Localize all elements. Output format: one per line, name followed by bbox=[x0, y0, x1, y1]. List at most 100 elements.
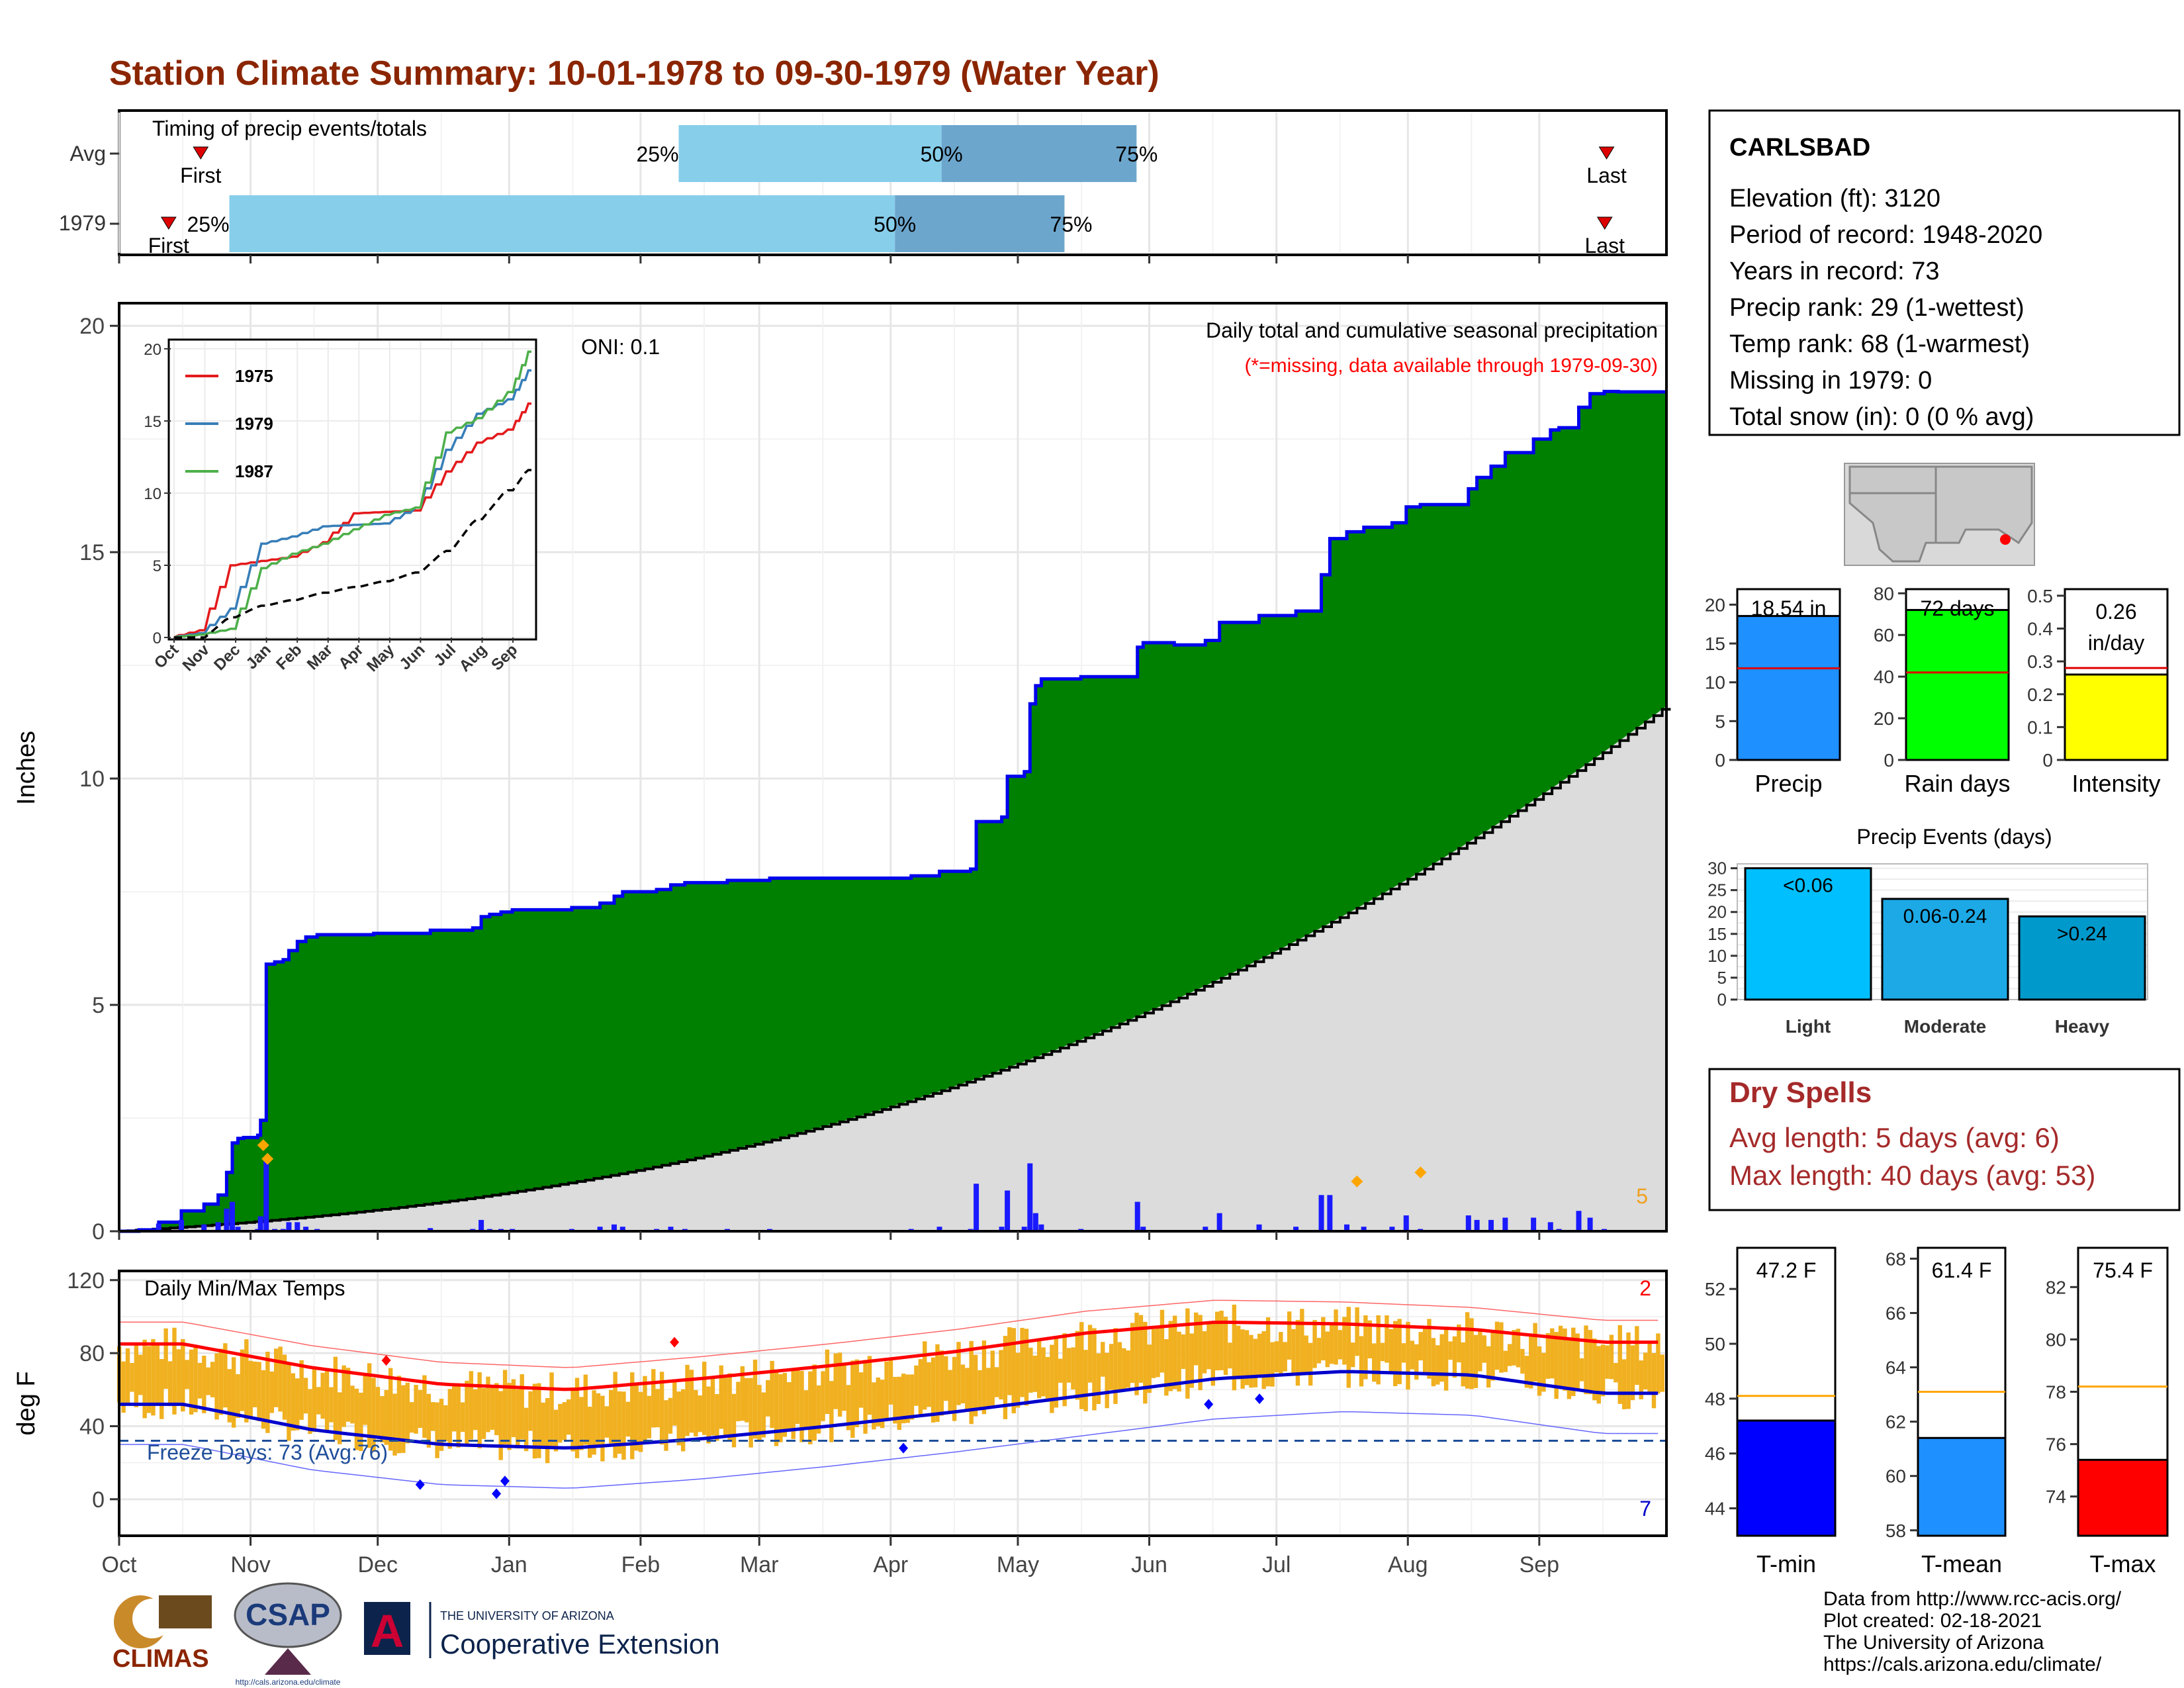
daily-temp-bar bbox=[1177, 1331, 1181, 1392]
daily-temp-bar bbox=[1261, 1331, 1266, 1389]
temp-summary-bar-1 bbox=[1917, 1436, 2007, 1537]
footer-logos: CLIMAS CSAP http://cals.arizona.edu/clim… bbox=[113, 1582, 720, 1687]
daily-temp-bar bbox=[176, 1349, 181, 1403]
daily-temp-bar bbox=[901, 1374, 906, 1424]
daily-temp-bar bbox=[1101, 1342, 1105, 1377]
daily-temp-bar bbox=[507, 1383, 512, 1450]
daily-temp-bar bbox=[1054, 1338, 1059, 1408]
daily-temp-bar bbox=[1486, 1346, 1491, 1388]
daily-temp-bar bbox=[1469, 1318, 1474, 1389]
daily-temp-bar bbox=[537, 1383, 541, 1458]
daily-temp-bar bbox=[1507, 1344, 1512, 1366]
daily-temp-bar bbox=[1494, 1321, 1500, 1370]
daily-temp-bar bbox=[621, 1391, 626, 1460]
daily-temp-bar bbox=[502, 1370, 508, 1445]
daily-precip-bar bbox=[1344, 1224, 1350, 1231]
temp-ytick-label: 80 bbox=[79, 1341, 105, 1366]
daily-precip-bar bbox=[999, 1227, 1005, 1231]
temp-summary-ytick-label: 58 bbox=[1886, 1521, 1906, 1541]
daily-temp-bar bbox=[1393, 1321, 1398, 1386]
daily-temp-bar bbox=[396, 1376, 402, 1454]
daily-temp-bar bbox=[252, 1361, 257, 1407]
first-marker-icon bbox=[160, 216, 177, 230]
daily-temp-bar bbox=[516, 1389, 520, 1449]
record-event-marker bbox=[261, 1152, 274, 1165]
daily-temp-bar bbox=[1367, 1320, 1373, 1359]
daily-temp-bar bbox=[248, 1360, 253, 1418]
oni-label: ONI: 0.1 bbox=[581, 335, 660, 359]
daily-temp-bar bbox=[927, 1362, 931, 1407]
daily-temp-bar bbox=[672, 1379, 677, 1426]
temp-label: Daily Min/Max Temps bbox=[144, 1276, 345, 1300]
record-event-marker bbox=[257, 1139, 269, 1152]
station-missing: Missing in 1979: 0 bbox=[1729, 367, 1932, 395]
temp-ytick-label: 40 bbox=[79, 1414, 105, 1439]
daily-temp-bar bbox=[532, 1383, 537, 1459]
daily-temp-bar bbox=[1164, 1339, 1169, 1396]
precip-cumulative-line bbox=[119, 389, 1666, 1233]
summary-bar-0 bbox=[1736, 615, 1841, 761]
inset-ytick-label: 0 bbox=[153, 630, 161, 647]
inset-series-line-1979 bbox=[173, 369, 531, 639]
daily-temp-bar bbox=[825, 1349, 830, 1415]
daily-temp-bar bbox=[1253, 1338, 1258, 1387]
daily-temp-bar bbox=[965, 1368, 970, 1412]
daily-temp-bar bbox=[1524, 1356, 1529, 1388]
daily-temp-bar bbox=[1600, 1344, 1606, 1397]
daily-temp-bar bbox=[1075, 1331, 1080, 1400]
daily-temp-bar bbox=[999, 1350, 1003, 1400]
daily-temp-bar bbox=[1571, 1327, 1576, 1396]
daily-temp-bar bbox=[1279, 1332, 1283, 1375]
daily-temp-bar bbox=[244, 1339, 249, 1423]
timing-p25-label: 25% bbox=[636, 142, 678, 166]
daily-temp-bar bbox=[588, 1407, 592, 1458]
daily-temp-bar bbox=[1376, 1315, 1381, 1385]
first-label: First bbox=[180, 164, 221, 187]
daily-temp-bar bbox=[659, 1372, 664, 1445]
daily-temp-bar bbox=[193, 1346, 198, 1413]
daily-temp-bar bbox=[1228, 1342, 1232, 1369]
daily-temp-bar bbox=[702, 1362, 707, 1435]
daily-temp-bar bbox=[803, 1390, 809, 1429]
month-label: Dec bbox=[357, 1552, 397, 1577]
daily-temp-bar bbox=[1312, 1320, 1317, 1368]
daily-precip-bar bbox=[1005, 1190, 1011, 1231]
timing-row-avg-label: Avg bbox=[69, 142, 106, 165]
daily-temp-bar bbox=[523, 1407, 529, 1452]
daily-temp-bar bbox=[1058, 1358, 1063, 1383]
csap-logo-text: CSAP bbox=[246, 1597, 330, 1632]
record-event-marker bbox=[1414, 1166, 1427, 1179]
timing-bar-25-50 bbox=[229, 195, 895, 252]
daily-temp-bar bbox=[1210, 1321, 1216, 1386]
summary-label: Rain days bbox=[1904, 770, 2010, 797]
daily-temp-bar bbox=[952, 1356, 957, 1421]
precip-events-chart: Precip Events (days) <0.06 Light 0.06-0.24… bbox=[1707, 825, 2148, 1037]
daily-temp-bar bbox=[1050, 1344, 1054, 1413]
daily-temp-bar bbox=[808, 1371, 813, 1444]
daily-temp-bar bbox=[1015, 1352, 1021, 1408]
daily-temp-bar bbox=[549, 1372, 554, 1448]
daily-temp-bar bbox=[541, 1402, 545, 1447]
daily-temp-bar bbox=[465, 1380, 469, 1446]
daily-temp-bar bbox=[994, 1367, 999, 1397]
daily-temp-bar bbox=[1045, 1356, 1050, 1402]
daily-precip-bar bbox=[229, 1201, 235, 1231]
dry-spells-title: Dry Spells bbox=[1729, 1076, 1872, 1109]
daily-temp-bar bbox=[888, 1360, 893, 1405]
daily-precip-bar bbox=[1502, 1217, 1508, 1231]
daily-temp-bar bbox=[1457, 1324, 1461, 1363]
daily-temp-bar bbox=[897, 1376, 902, 1430]
daily-temp-bar bbox=[1265, 1317, 1271, 1387]
daily-temp-bar bbox=[1003, 1336, 1008, 1419]
daily-temp-bar bbox=[303, 1378, 308, 1414]
temp-ytick-label: 0 bbox=[92, 1487, 105, 1513]
summary-value: 72 days bbox=[1920, 596, 1994, 620]
daily-temp-bar bbox=[1605, 1345, 1610, 1379]
daily-temp-bar bbox=[1372, 1343, 1377, 1382]
daily-temp-bar bbox=[401, 1385, 406, 1453]
daily-temp-bar bbox=[1257, 1333, 1262, 1377]
precip-ytick-label: 5 bbox=[92, 993, 105, 1018]
daily-temp-bar bbox=[367, 1363, 372, 1448]
daily-temp-bar bbox=[1223, 1317, 1228, 1376]
daily-temp-bar bbox=[858, 1372, 864, 1408]
